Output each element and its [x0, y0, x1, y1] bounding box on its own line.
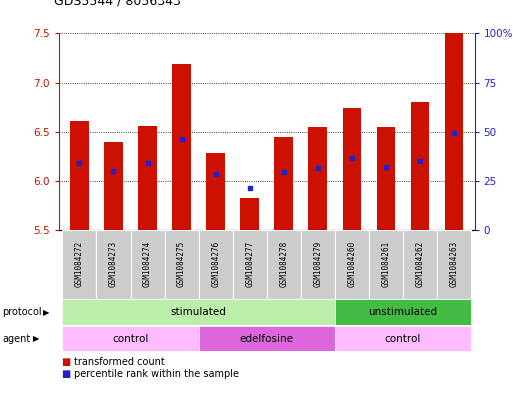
Text: GSM1084262: GSM1084262: [416, 241, 425, 287]
Bar: [335, 230, 369, 299]
Text: GSM1084277: GSM1084277: [245, 241, 254, 287]
Text: GSM1084276: GSM1084276: [211, 241, 220, 287]
Text: GSM1084260: GSM1084260: [347, 241, 357, 287]
Text: GSM1084261: GSM1084261: [382, 241, 390, 287]
Text: GDS5544 / 8056343: GDS5544 / 8056343: [54, 0, 181, 8]
Text: percentile rank within the sample: percentile rank within the sample: [74, 369, 240, 379]
Bar: [377, 127, 396, 230]
Bar: [63, 326, 199, 351]
Bar: [445, 33, 463, 230]
Bar: [96, 230, 130, 299]
Bar: [411, 102, 429, 230]
Text: unstimulated: unstimulated: [368, 307, 438, 317]
Bar: [104, 142, 123, 230]
Text: agent: agent: [3, 334, 31, 343]
Bar: [335, 326, 471, 351]
Bar: [206, 153, 225, 230]
Text: control: control: [112, 334, 149, 343]
Bar: [437, 230, 471, 299]
Text: stimulated: stimulated: [171, 307, 227, 317]
Text: GSM1084278: GSM1084278: [279, 241, 288, 287]
Bar: [369, 230, 403, 299]
Text: protocol: protocol: [3, 307, 42, 317]
Bar: [301, 230, 335, 299]
Bar: [172, 64, 191, 230]
Text: GSM1084274: GSM1084274: [143, 241, 152, 287]
Text: GSM1084273: GSM1084273: [109, 241, 118, 287]
Text: ■: ■: [62, 357, 71, 367]
Bar: [165, 230, 199, 299]
Bar: [274, 136, 293, 230]
Text: transformed count: transformed count: [74, 357, 165, 367]
Bar: [199, 230, 233, 299]
Bar: [343, 108, 361, 230]
Text: ▶: ▶: [33, 334, 40, 343]
Text: GSM1084279: GSM1084279: [313, 241, 322, 287]
Bar: [130, 230, 165, 299]
Text: GSM1084275: GSM1084275: [177, 241, 186, 287]
Text: control: control: [385, 334, 421, 343]
Text: GSM1084272: GSM1084272: [75, 241, 84, 287]
Text: ■: ■: [62, 369, 71, 379]
Text: GSM1084263: GSM1084263: [449, 241, 459, 287]
Bar: [403, 230, 437, 299]
Bar: [233, 230, 267, 299]
Bar: [199, 326, 335, 351]
Text: ▶: ▶: [43, 308, 49, 317]
Bar: [241, 198, 259, 230]
Bar: [63, 299, 335, 325]
Text: edelfosine: edelfosine: [240, 334, 294, 343]
Bar: [335, 299, 471, 325]
Bar: [63, 230, 96, 299]
Bar: [138, 126, 157, 230]
Bar: [308, 127, 327, 230]
Bar: [267, 230, 301, 299]
Bar: [70, 121, 89, 230]
